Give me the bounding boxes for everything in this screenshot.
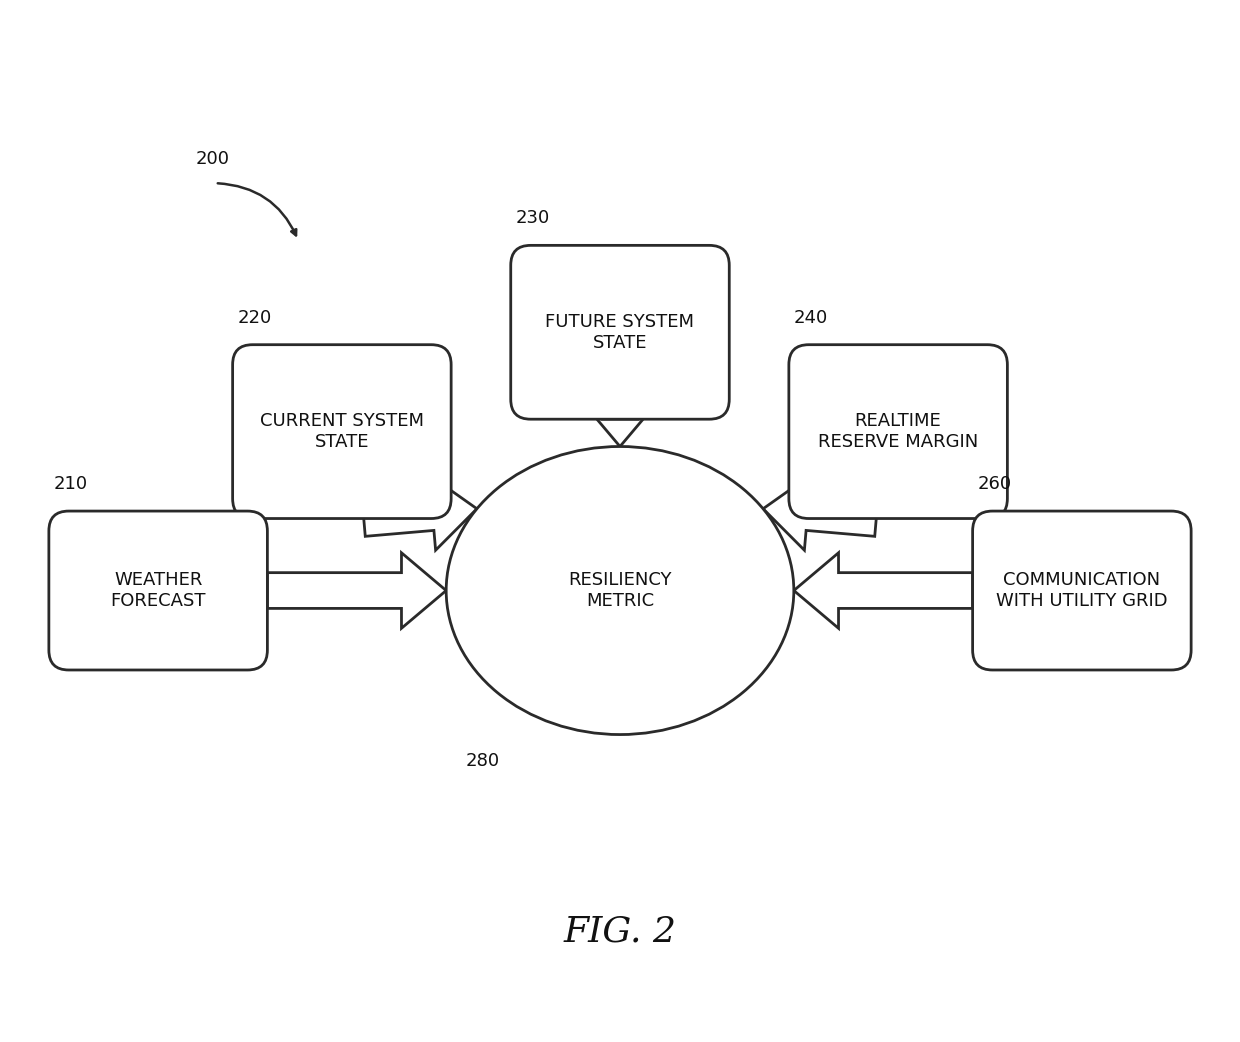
Text: 260: 260 — [977, 475, 1012, 493]
FancyBboxPatch shape — [789, 345, 1007, 519]
Text: FIG. 2: FIG. 2 — [563, 914, 677, 948]
Polygon shape — [362, 475, 477, 550]
Polygon shape — [763, 475, 878, 550]
Text: CURRENT SYSTEM
STATE: CURRENT SYSTEM STATE — [260, 413, 424, 451]
Text: 220: 220 — [238, 308, 272, 327]
Text: 230: 230 — [516, 209, 551, 227]
Text: 200: 200 — [196, 150, 229, 169]
Text: FUTURE SYSTEM
STATE: FUTURE SYSTEM STATE — [546, 313, 694, 352]
Text: COMMUNICATION
WITH UTILITY GRID: COMMUNICATION WITH UTILITY GRID — [996, 571, 1168, 610]
Text: 280: 280 — [466, 752, 500, 770]
FancyBboxPatch shape — [233, 345, 451, 519]
Polygon shape — [794, 553, 972, 628]
Polygon shape — [268, 553, 446, 628]
Text: 240: 240 — [794, 308, 828, 327]
Text: WEATHER
FORECAST: WEATHER FORECAST — [110, 571, 206, 610]
Text: RESILIENCY
METRIC: RESILIENCY METRIC — [568, 571, 672, 610]
Polygon shape — [583, 402, 657, 447]
FancyBboxPatch shape — [972, 511, 1192, 670]
Text: REALTIME
RESERVE MARGIN: REALTIME RESERVE MARGIN — [818, 413, 978, 451]
Text: 210: 210 — [53, 475, 88, 493]
FancyBboxPatch shape — [511, 245, 729, 419]
Ellipse shape — [446, 447, 794, 735]
FancyBboxPatch shape — [48, 511, 268, 670]
